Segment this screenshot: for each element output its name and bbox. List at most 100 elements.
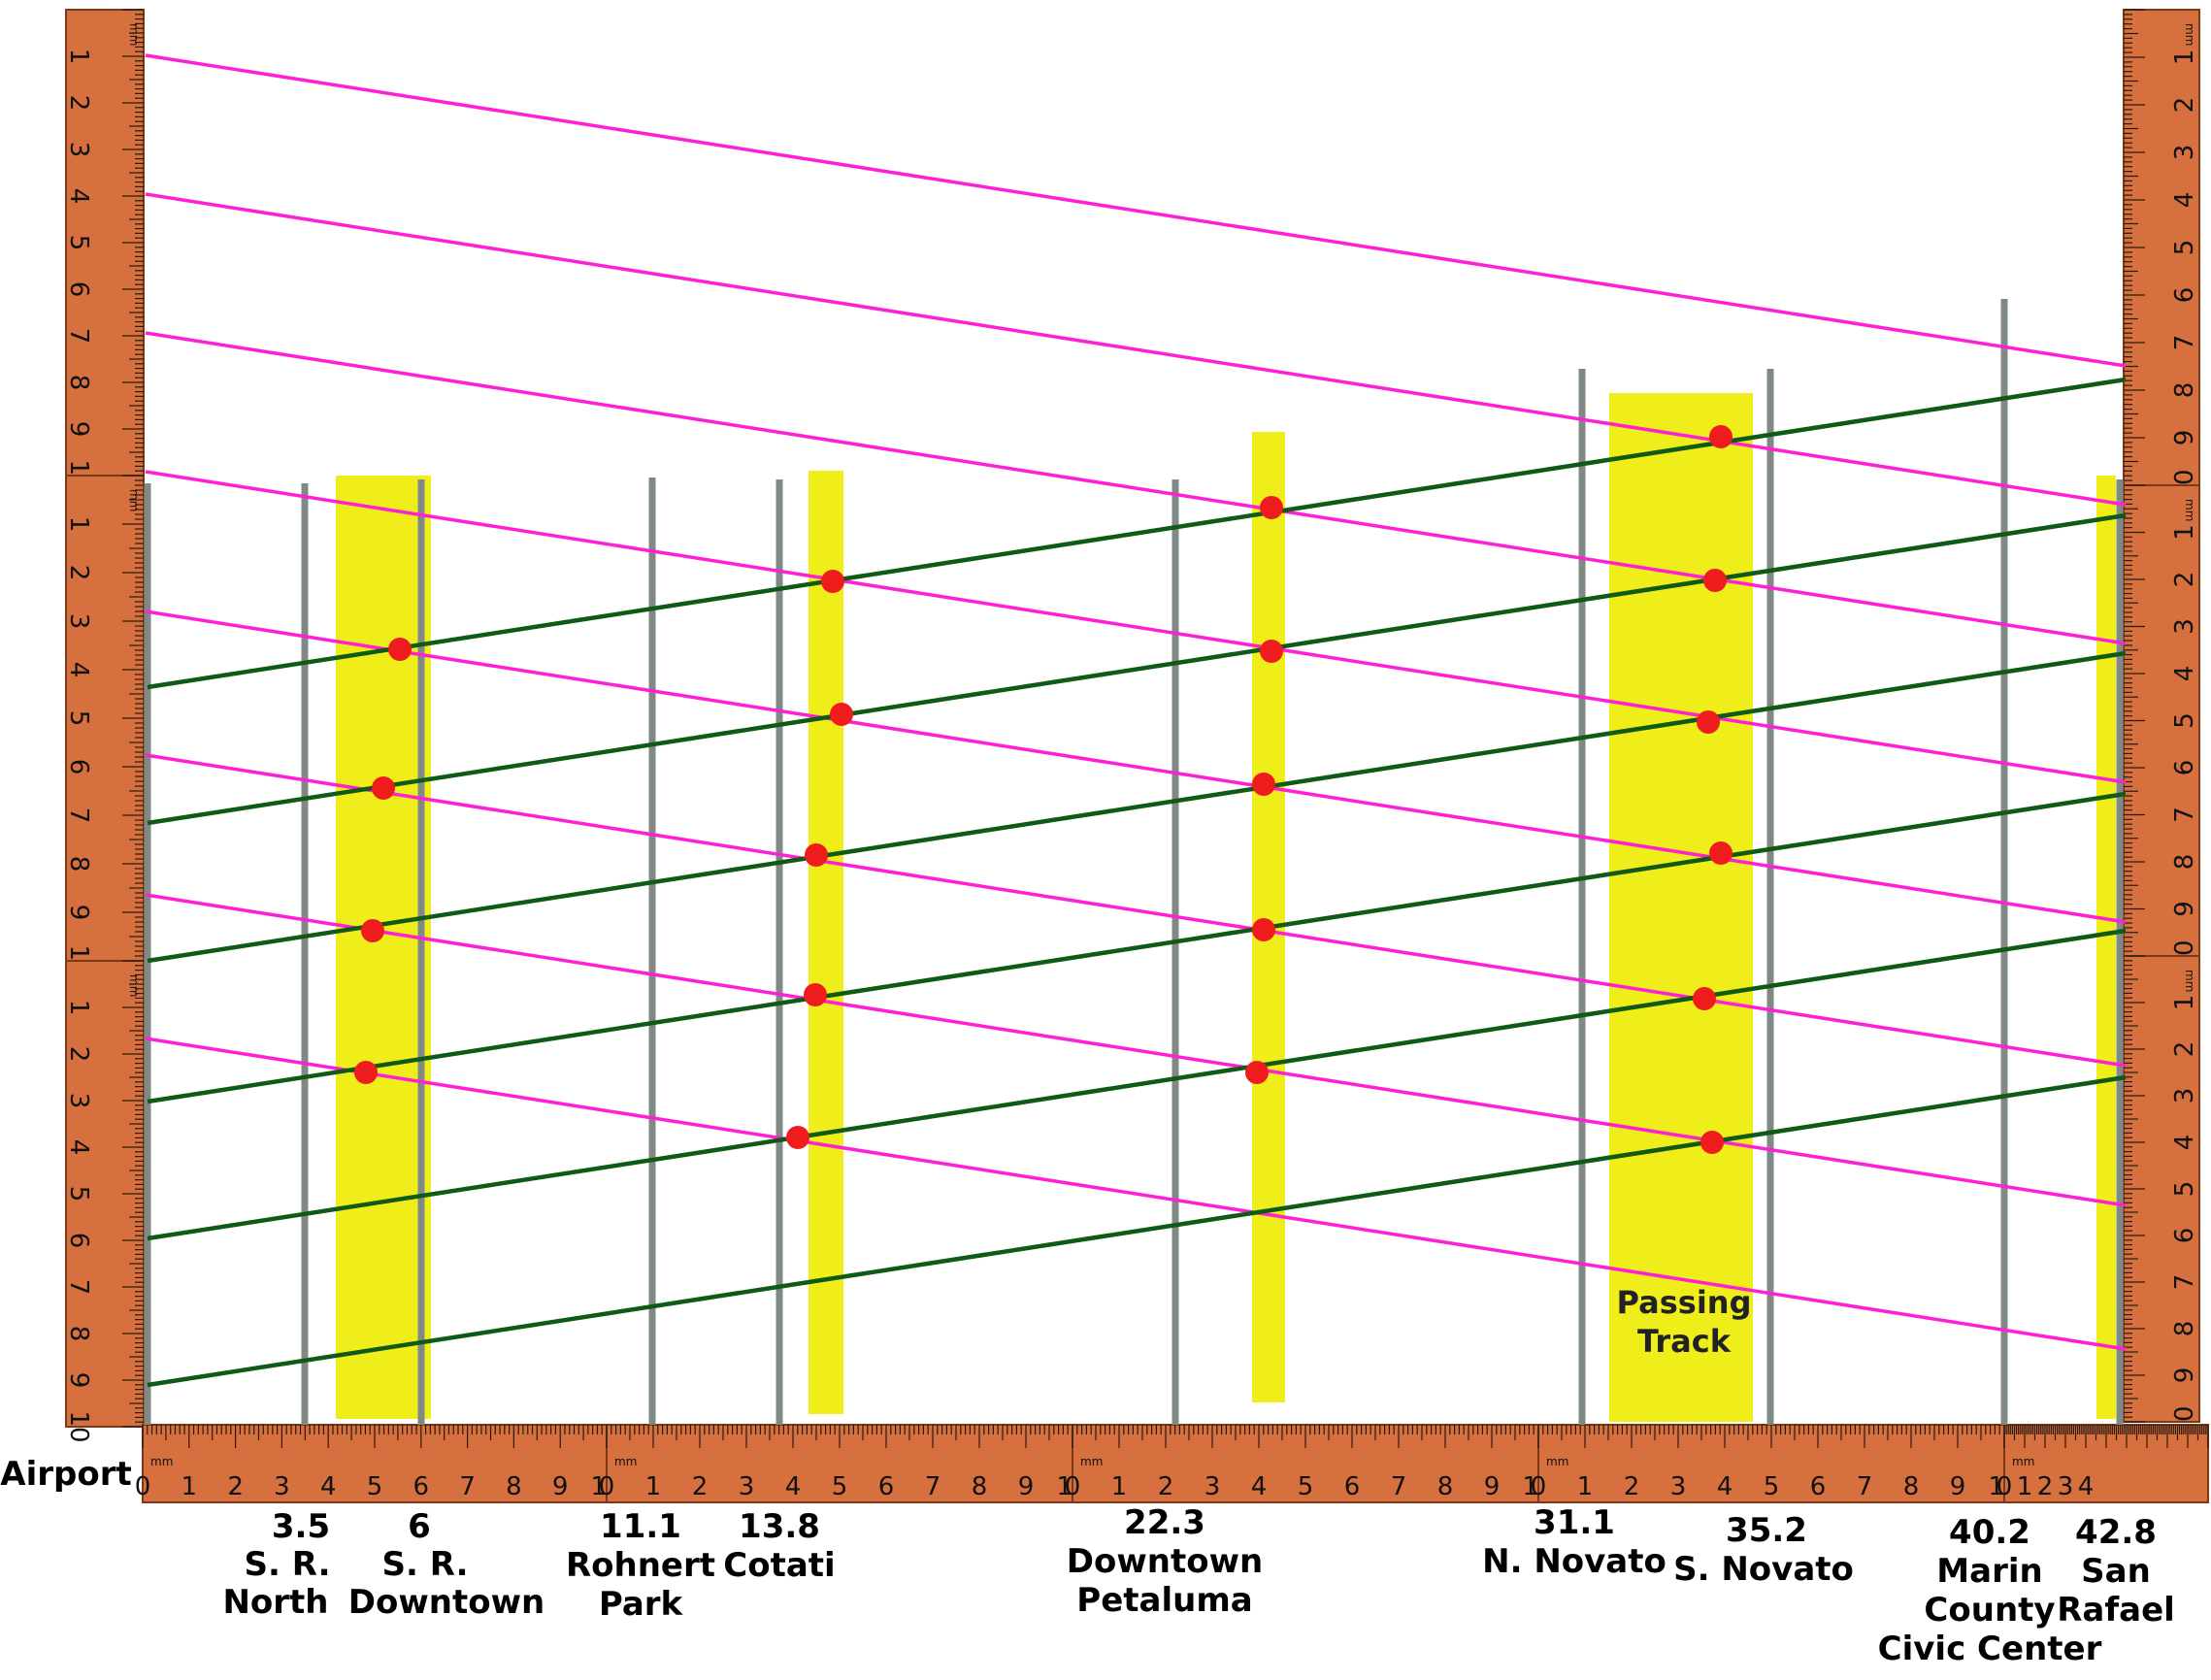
ruler-number: 3 xyxy=(1204,1472,1221,1501)
ruler-number: 3 xyxy=(739,1472,755,1501)
ruler-number: 9 xyxy=(1484,1472,1501,1501)
station-label-rohnert-park: 11.1 Rohnert Park xyxy=(566,1507,715,1624)
meet-point-dot xyxy=(1709,425,1732,448)
endpoint-label-airport: Airport xyxy=(0,1455,131,1494)
station-name: Petaluma xyxy=(1076,1581,1252,1620)
ruler-number: 9 xyxy=(64,421,93,438)
ruler-number: 2 xyxy=(2037,1472,2054,1501)
southbound-train-line xyxy=(145,53,2127,368)
ruler-body xyxy=(65,960,145,1428)
station-milepost: 11.1 xyxy=(600,1507,681,1546)
meet-point-dot xyxy=(1252,773,1275,796)
ruler-number: 5 xyxy=(64,1186,93,1202)
ruler-number: 3 xyxy=(2170,618,2199,635)
meet-points xyxy=(354,425,1732,1154)
ruler-number: 7 xyxy=(2170,335,2199,351)
ruler-number: 7 xyxy=(64,328,93,345)
ruler-number: 5 xyxy=(2170,712,2199,729)
ruler-number: 5 xyxy=(1764,1472,1780,1501)
southbound-train-line xyxy=(145,609,2127,924)
station-milepost: 6 xyxy=(408,1507,431,1546)
ruler-body xyxy=(142,1424,608,1503)
ruler-number: 9 xyxy=(1950,1472,1966,1501)
ruler-number: 7 xyxy=(1391,1472,1407,1501)
ruler-number: 2 xyxy=(2170,572,2199,588)
ruler-number: 7 xyxy=(1857,1472,1873,1501)
ruler-number: 1 xyxy=(645,1472,662,1501)
southbound-train-line xyxy=(145,331,2127,645)
meet-point-dot xyxy=(1260,640,1283,663)
ruler-number: 2 xyxy=(64,1046,93,1063)
station-name: Cotati xyxy=(723,1546,835,1585)
ruler-number: 5 xyxy=(1298,1472,1314,1501)
southbound-train-line xyxy=(145,192,2127,507)
ruler-number: 1 xyxy=(1577,1472,1594,1501)
station-name: Rohnert xyxy=(566,1546,715,1585)
ruler-number: 1 xyxy=(2170,995,2199,1011)
meet-point-dot xyxy=(1693,987,1716,1010)
ruler-number: 10 xyxy=(64,1410,93,1442)
ruler-number: 3 xyxy=(274,1472,290,1501)
ruler-number: 0 xyxy=(1531,1472,1547,1501)
meet-point-dot xyxy=(1703,569,1727,592)
ruler-number: 8 xyxy=(1903,1472,1920,1501)
ruler-left-bottom: 1 2 3 4 5 6 7 8 9 10 mm xyxy=(64,960,145,1443)
ruler-unit-label: mm xyxy=(1546,1455,1568,1468)
station-label-downtown-petaluma: 22.3 Downtown Petaluma xyxy=(1067,1503,1263,1620)
ruler-number: 8 xyxy=(2170,854,2199,871)
meet-point-dot xyxy=(1245,1061,1269,1084)
ruler-number: 5 xyxy=(367,1472,383,1501)
ruler-number: 4 xyxy=(1717,1472,1733,1501)
ruler-number: 1 xyxy=(64,49,93,65)
ruler-number: 2 xyxy=(2170,1041,2199,1058)
ruler-number: 9 xyxy=(2170,1367,2199,1384)
ruler-number: 8 xyxy=(64,375,93,391)
meet-point-dot xyxy=(354,1061,378,1084)
station-name: Civic Center xyxy=(1878,1630,2102,1668)
ruler-number: 7 xyxy=(2170,1274,2199,1291)
northbound-train-line xyxy=(147,1074,2127,1388)
station-label-sr-downtown: 6 S. R. Downtown xyxy=(348,1507,544,1622)
station-name: San xyxy=(2081,1552,2151,1591)
ruler-number: 4 xyxy=(785,1472,802,1501)
ruler-number: 3 xyxy=(64,142,93,158)
meet-point-dot xyxy=(1260,496,1283,519)
ruler-bottom-1: 012345678910mm xyxy=(135,1424,623,1503)
station-label-marin-civic-center: 40.2 Marin County Civic Center xyxy=(1878,1513,2102,1668)
ruler-number: 5 xyxy=(2170,240,2199,256)
southbound-train-line xyxy=(145,470,2127,784)
ruler-number: 7 xyxy=(459,1472,476,1501)
ruler-number: 0 xyxy=(135,1472,151,1501)
ruler-bottom-4: 012345678910mm xyxy=(1531,1424,2021,1503)
ruler-number: 8 xyxy=(2170,382,2199,399)
ruler-number: 6 xyxy=(64,1233,93,1249)
meet-point-dot xyxy=(372,776,395,800)
ruler-number: 4 xyxy=(1251,1472,1268,1501)
ruler-number: 8 xyxy=(506,1472,522,1501)
ruler-number: 4 xyxy=(320,1472,337,1501)
meet-point-dot xyxy=(1252,918,1275,941)
ruler-number: 6 xyxy=(413,1472,430,1501)
ruler-number: 8 xyxy=(64,856,93,873)
ruler-number: 4 xyxy=(64,662,93,678)
ruler-number: 1 xyxy=(2170,49,2199,66)
ruler-number: 0 xyxy=(1065,1472,1081,1501)
ruler-bottom-5: 0 1 2 3 4 mm xyxy=(1996,1424,2209,1503)
ruler-unit-label: mm xyxy=(127,489,141,511)
ruler-number: 6 xyxy=(64,759,93,775)
ruler-number: 4 xyxy=(2170,666,2199,682)
ruler-number: 5 xyxy=(2170,1181,2199,1198)
ruler-bottom-3: 012345678910mm xyxy=(1065,1424,1555,1503)
northbound-train-line xyxy=(147,791,2127,1104)
ruler-number: 5 xyxy=(832,1472,848,1501)
station-name: County xyxy=(1924,1591,2055,1630)
station-name: Rafael xyxy=(2057,1591,2175,1630)
northbound-train-lines xyxy=(147,377,2127,1388)
ruler-number: 2 xyxy=(1158,1472,1174,1501)
ruler-number: 1 xyxy=(2170,524,2199,541)
rulers: 12345678910mm12345678910mm12345678910mm1… xyxy=(64,9,2209,1503)
